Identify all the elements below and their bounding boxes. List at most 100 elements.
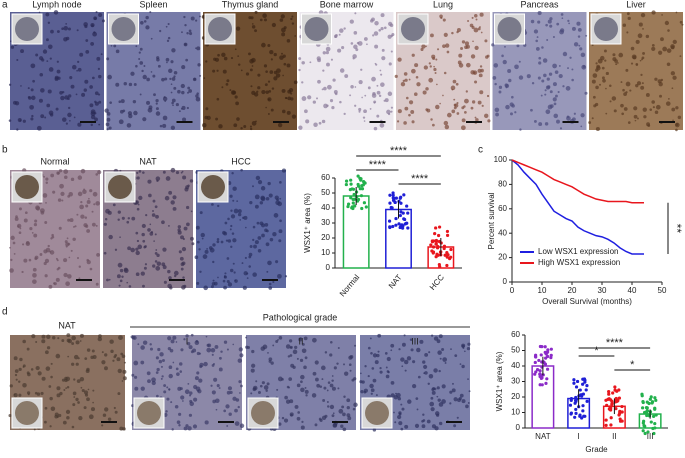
cell (359, 380, 363, 384)
cell (226, 425, 229, 427)
dot (434, 226, 438, 230)
cell (364, 365, 367, 368)
cell (187, 86, 191, 90)
cell (92, 389, 95, 392)
cell (666, 62, 671, 67)
cell (495, 112, 499, 117)
cell (566, 115, 570, 118)
cell (130, 71, 135, 76)
cell (168, 373, 173, 379)
cell (461, 344, 465, 348)
dot (568, 403, 573, 407)
legend-label: Low WSX1 expression (538, 247, 618, 256)
cell (58, 169, 63, 173)
cell (216, 237, 220, 241)
cell (217, 204, 220, 208)
cell (210, 285, 214, 289)
cell (278, 422, 282, 426)
x-tick-label: 40 (628, 286, 637, 295)
cell (170, 91, 173, 94)
cell (221, 86, 224, 89)
dot (537, 358, 541, 363)
cell (181, 90, 185, 95)
cell (652, 106, 655, 109)
dot (353, 204, 357, 208)
cell (446, 112, 452, 118)
cell (613, 109, 617, 113)
cell (58, 413, 62, 418)
cell (353, 402, 358, 407)
cell (372, 428, 377, 432)
cell (56, 268, 59, 271)
cell (494, 107, 500, 113)
cell (219, 356, 222, 360)
cell (184, 187, 189, 192)
cell (41, 376, 46, 381)
cell (69, 218, 74, 223)
cell (162, 359, 165, 362)
cell (232, 396, 237, 401)
cell (47, 89, 52, 94)
cell (332, 422, 338, 428)
dot (391, 193, 395, 197)
cell (152, 210, 154, 212)
cell (45, 12, 50, 17)
cell (516, 44, 520, 48)
cell (260, 195, 265, 201)
cell (131, 373, 135, 377)
x-tick-label: I (578, 432, 580, 441)
cell (443, 120, 449, 126)
cell (298, 68, 301, 72)
cell (195, 339, 199, 343)
cell (312, 371, 317, 376)
cell (305, 394, 308, 397)
cell (71, 362, 75, 366)
cell (188, 413, 193, 417)
histology-image (194, 168, 288, 291)
cell (54, 77, 59, 81)
cell (191, 242, 195, 246)
dot (543, 345, 547, 349)
histology-image (298, 10, 395, 131)
dot (434, 242, 438, 246)
cell (371, 76, 376, 82)
cell (53, 282, 57, 286)
cell (332, 412, 335, 415)
cell (187, 184, 190, 187)
cell (192, 348, 197, 353)
dot (653, 422, 657, 426)
cell (114, 248, 118, 251)
cell (55, 257, 58, 260)
cell (635, 39, 640, 44)
cell (390, 50, 393, 53)
cell (327, 405, 330, 408)
cell (558, 73, 563, 79)
cell (252, 185, 254, 188)
cell (300, 374, 305, 380)
cell (645, 93, 650, 97)
inset-core (137, 401, 161, 425)
x-axis-label: Overall Survival (months) (542, 297, 632, 306)
cell (327, 381, 331, 384)
cell (93, 203, 96, 206)
cell (73, 116, 76, 119)
cell (251, 25, 256, 29)
cell (21, 270, 24, 274)
cell (144, 245, 147, 248)
dot (398, 196, 402, 200)
cell (148, 193, 152, 198)
cell (637, 33, 643, 39)
cell (422, 90, 427, 95)
cell (132, 99, 137, 104)
cell (428, 62, 431, 65)
y-tick-label: 0 (516, 423, 521, 432)
dot (609, 416, 613, 420)
cell (22, 364, 26, 368)
cell (303, 365, 307, 370)
cell (109, 101, 112, 104)
cell (289, 345, 293, 349)
histology-image (9, 168, 102, 289)
cell (390, 110, 393, 113)
cell (667, 29, 670, 32)
cell (44, 274, 48, 278)
